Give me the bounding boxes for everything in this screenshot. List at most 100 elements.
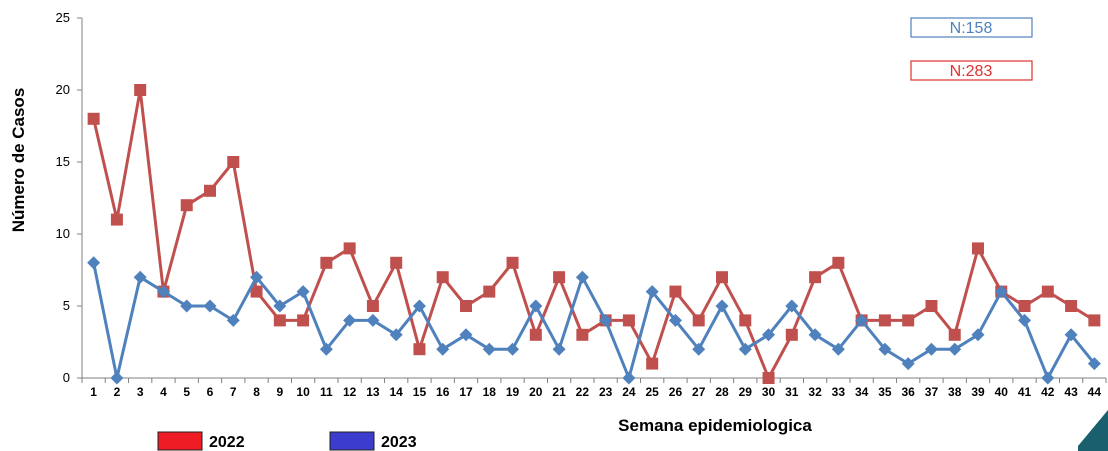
data-point-2023 bbox=[156, 285, 170, 299]
x-tick-label: 28 bbox=[715, 385, 729, 399]
data-point-2023 bbox=[575, 270, 589, 284]
annotation-n-2023: N:158 bbox=[910, 17, 1033, 38]
corner-decoration bbox=[1078, 410, 1108, 451]
x-tick-label: 29 bbox=[739, 385, 753, 399]
x-tick-label: 10 bbox=[296, 385, 310, 399]
data-point-2023 bbox=[529, 299, 543, 313]
x-tick-label: 33 bbox=[832, 385, 846, 399]
x-tick-label: 12 bbox=[343, 385, 357, 399]
series-2023 bbox=[87, 256, 1101, 385]
x-tick-label: 20 bbox=[529, 385, 543, 399]
data-point-2023 bbox=[412, 299, 426, 313]
data-point-2023 bbox=[692, 342, 706, 356]
data-point-2022 bbox=[925, 300, 938, 312]
data-point-2022 bbox=[460, 300, 472, 312]
x-tick-label: 41 bbox=[1018, 385, 1032, 399]
data-point-2023 bbox=[645, 285, 659, 299]
data-point-2023 bbox=[901, 357, 915, 371]
data-point-2023 bbox=[1041, 371, 1055, 385]
data-point-2023 bbox=[226, 313, 240, 327]
data-point-2023 bbox=[668, 313, 682, 327]
data-point-2022 bbox=[390, 256, 403, 269]
data-point-2023 bbox=[250, 270, 264, 284]
data-point-2022 bbox=[878, 314, 891, 327]
legend: 2022 2023 bbox=[157, 431, 417, 451]
data-point-2023 bbox=[878, 342, 892, 356]
data-point-2022 bbox=[692, 314, 705, 327]
data-point-2022 bbox=[483, 285, 496, 298]
annotation-n-2022-text: N:283 bbox=[950, 63, 993, 80]
x-tick-label: 37 bbox=[925, 385, 939, 399]
data-point-2022 bbox=[739, 314, 752, 327]
x-tick-label: 32 bbox=[808, 385, 822, 399]
y-tick-label: 20 bbox=[56, 82, 70, 97]
data-point-2022 bbox=[436, 271, 449, 284]
y-axis-label: Número de Casos bbox=[9, 88, 28, 233]
data-point-2023 bbox=[971, 328, 985, 342]
x-tick-label: 22 bbox=[576, 385, 590, 399]
series-2022 bbox=[87, 84, 1101, 384]
data-point-2022 bbox=[948, 328, 961, 341]
data-point-2023 bbox=[1087, 357, 1101, 371]
data-point-2022 bbox=[343, 242, 356, 255]
y-ticks: 0 5 10 15 20 25 bbox=[56, 10, 82, 385]
x-tick-label: 18 bbox=[483, 385, 497, 399]
data-point-2023 bbox=[1064, 328, 1078, 342]
x-tick-label: 31 bbox=[785, 385, 799, 399]
data-point-2023 bbox=[366, 313, 380, 327]
data-point-2022 bbox=[204, 184, 216, 197]
x-tick-label: 11 bbox=[320, 385, 333, 399]
annotation-n-2023-text: N:158 bbox=[950, 20, 993, 37]
data-point-2023 bbox=[622, 371, 636, 385]
data-point-2022 bbox=[809, 271, 822, 284]
y-tick-label: 10 bbox=[56, 226, 70, 241]
x-tick-label: 2 bbox=[114, 385, 121, 399]
x-tick-label: 23 bbox=[599, 385, 613, 399]
data-point-2022 bbox=[646, 357, 659, 370]
data-point-2023 bbox=[343, 313, 357, 327]
data-point-2023 bbox=[1018, 313, 1032, 327]
x-tick-label: 3 bbox=[137, 385, 144, 399]
data-point-2022 bbox=[227, 156, 240, 168]
data-point-2023 bbox=[808, 328, 822, 342]
x-tick-label: 6 bbox=[207, 385, 214, 399]
data-point-2023 bbox=[459, 328, 473, 342]
data-point-2022 bbox=[832, 256, 845, 269]
data-point-2022 bbox=[273, 314, 286, 327]
data-point-2022 bbox=[622, 314, 635, 327]
x-tick-label: 17 bbox=[459, 385, 473, 399]
data-point-2023 bbox=[599, 313, 613, 327]
data-point-2022 bbox=[716, 271, 728, 284]
data-point-2023 bbox=[389, 328, 403, 342]
data-point-2022 bbox=[785, 328, 798, 341]
data-point-2022 bbox=[902, 314, 915, 327]
y-tick-label: 25 bbox=[56, 10, 70, 25]
data-point-2023 bbox=[436, 342, 450, 356]
x-tick-label: 14 bbox=[390, 385, 404, 399]
x-tick-label: 36 bbox=[902, 385, 916, 399]
data-point-2022 bbox=[972, 242, 984, 255]
legend-label-2023: 2023 bbox=[381, 434, 417, 451]
data-point-2023 bbox=[180, 299, 194, 313]
data-point-2023 bbox=[924, 342, 938, 356]
x-tick-label: 25 bbox=[646, 385, 660, 399]
data-point-2022 bbox=[297, 314, 310, 327]
data-point-2023 bbox=[762, 328, 776, 342]
data-point-2023 bbox=[87, 256, 101, 270]
x-tick-label: 8 bbox=[253, 385, 260, 399]
x-tick-label: 16 bbox=[436, 385, 450, 399]
data-point-2023 bbox=[855, 313, 869, 327]
series-line-2022 bbox=[92, 88, 1096, 380]
data-point-2022 bbox=[134, 84, 147, 96]
data-point-2022 bbox=[1088, 314, 1101, 327]
x-tick-label: 42 bbox=[1041, 385, 1055, 399]
x-tick-label: 35 bbox=[878, 385, 892, 399]
data-point-2022 bbox=[250, 285, 263, 298]
data-point-2023 bbox=[506, 342, 520, 356]
x-tick-label: 30 bbox=[762, 385, 776, 399]
data-point-2023 bbox=[948, 342, 962, 356]
data-point-2022 bbox=[413, 343, 426, 356]
legend-label-2022: 2022 bbox=[209, 434, 245, 451]
x-tick-label: 9 bbox=[276, 385, 283, 399]
